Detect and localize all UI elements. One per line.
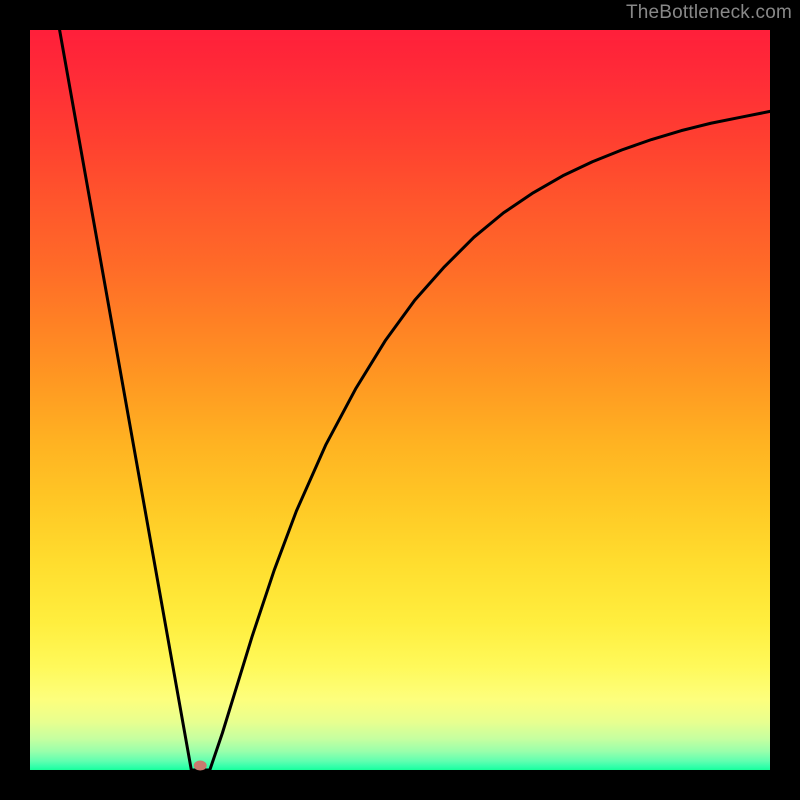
min-marker <box>194 761 207 771</box>
plot-background <box>30 30 770 770</box>
bottleneck-chart <box>0 0 800 800</box>
chart-container: { "watermark": { "text": "TheBottleneck.… <box>0 0 800 800</box>
watermark-text: TheBottleneck.com <box>626 2 792 24</box>
